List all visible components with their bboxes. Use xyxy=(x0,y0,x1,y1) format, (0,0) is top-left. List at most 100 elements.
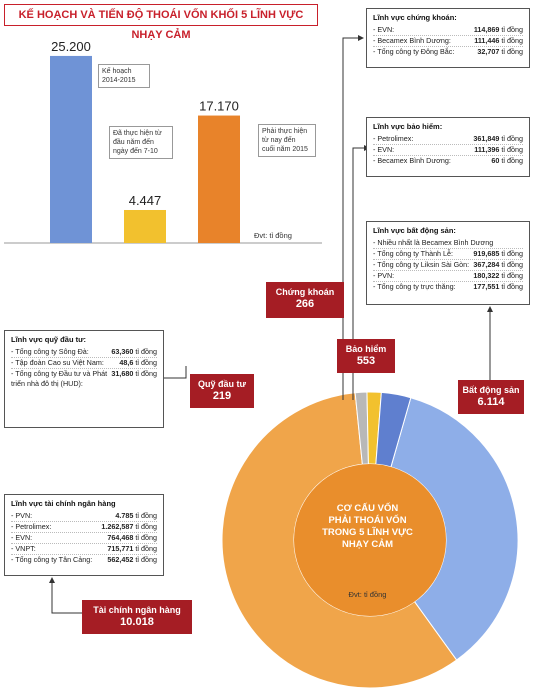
detail-row-name: - EVN: xyxy=(373,25,395,34)
box-bat-dong-san-title: Lĩnh vực bất động sản: xyxy=(373,226,456,235)
detail-row-unit: tỉ đồng xyxy=(501,47,523,56)
center-line-1: CƠ CẤU VỐN xyxy=(336,503,399,514)
arrow-chung-khoan xyxy=(358,35,364,41)
connector-chung-khoan xyxy=(342,37,358,400)
detail-row-unit: tỉ đồng xyxy=(135,555,157,564)
detail-row-value: 361,849 tỉ đồng xyxy=(473,134,523,143)
label-bat-dong-san: Bất động sản 6.114 xyxy=(458,380,524,414)
box-chung-khoan-rows: - EVN: 114,869 tỉ đồng - Becamex Bình Dươn… xyxy=(373,25,523,57)
detail-row: - Tổng công ty Tân Cảng: 562,452 tỉ đồng xyxy=(11,555,157,565)
detail-row: - Tổng công ty Thành Lễ: 919,685 tỉ đồng xyxy=(373,249,523,260)
box-chung-khoan: Lĩnh vực chứng khoán: - EVN: 114,869 tỉ đ… xyxy=(366,8,530,68)
box-bao-hiem-rows: - Petrolimex: 361,849 tỉ đồng - EVN: 111,39… xyxy=(373,134,523,166)
detail-row-value: 715,771 tỉ đồng xyxy=(107,544,157,553)
detail-row: - Petrolimex: 361,849 tỉ đồng xyxy=(373,134,523,145)
bar-chart: 25.200 4.447 17.170 xyxy=(4,39,322,244)
detail-row: - Tổng công ty Liksin Sài Gòn: 367,284 tỉ… xyxy=(373,260,523,271)
detail-row-value: 764,468 tỉ đồng xyxy=(107,533,157,542)
detail-row-unit: tỉ đồng xyxy=(501,134,523,143)
detail-row: - Becamex Bình Dương: 111,446 tỉ đồng xyxy=(373,36,523,47)
detail-row-name: - Tổng công ty Đầu tư và Phát triển nhà … xyxy=(11,369,108,388)
detail-row-value: 32,707 tỉ đồng xyxy=(477,47,523,56)
detail-row-name: - Tổng công ty Đông Bắc: xyxy=(373,47,455,56)
box-quy-dau-tu-rows: - Tổng công ty Sông Đà: 63,360 tỉ đồng - T… xyxy=(11,347,157,389)
detail-row-value: 919,685 tỉ đồng xyxy=(473,249,523,258)
detail-row: - Petrolimex: 1.262,587 tỉ đồng xyxy=(11,522,157,533)
bar-note-done: Đã thực hiện từ đầu năm đến ngày đến 7-1… xyxy=(109,126,173,159)
connector-quy-dau-tu xyxy=(162,366,187,379)
detail-row: - Tổng công ty Đông Bắc: 32,707 tỉ đồng xyxy=(373,47,523,57)
detail-row-name: - PVN: xyxy=(373,271,395,280)
detail-row: - PVN: 4.785 tỉ đồng xyxy=(11,511,157,522)
detail-row: - Tổng công ty Đầu tư và Phát triển nhà … xyxy=(11,369,157,389)
connector-bao-hiem xyxy=(352,147,364,400)
detail-row-unit: tỉ đồng xyxy=(135,511,157,520)
detail-row-value: 111,396 tỉ đồng xyxy=(474,145,523,154)
center-line-4: NHẠY CẢM xyxy=(341,539,394,550)
box-bat-dong-san: Lĩnh vực bất động sản: - Nhiều nhất là B… xyxy=(366,221,530,305)
detail-row-name: - PVN: xyxy=(11,511,33,520)
bar-value-label-0: 25.200 xyxy=(51,39,91,54)
bar-value-label-2: 17.170 xyxy=(199,99,239,114)
bar-unit: Đvt: tỉ đồng xyxy=(254,231,292,240)
box-chung-khoan-title: Lĩnh vực chứng khoán: xyxy=(373,13,457,22)
detail-row-value: 48,6 tỉ đồng xyxy=(119,358,157,367)
detail-row-unit: tỉ đồng xyxy=(501,260,523,269)
detail-row: - Tập đoàn Cao su Việt Nam: 48,6 tỉ đồng xyxy=(11,358,157,369)
label-tai-chinh: Tài chính ngân hàng 10.018 xyxy=(82,600,192,634)
box-quy-dau-tu: Lĩnh vực quỹ đầu tư: - Tổng công ty Sông… xyxy=(4,330,164,428)
detail-row-unit: tỉ đồng xyxy=(501,145,523,154)
detail-row-unit: tỉ đồng xyxy=(501,271,523,280)
bar-2 xyxy=(198,115,240,243)
detail-row: - Tổng công ty Sông Đà: 63,360 tỉ đồng xyxy=(11,347,157,358)
detail-row-value: 1.262,587 tỉ đồng xyxy=(101,522,157,531)
donut-center-label: CƠ CẤU VỐN PHẢI THOÁI VỐN TRONG 5 LĨNH V… xyxy=(305,503,430,551)
detail-row-name: - Tổng công ty Tân Cảng: xyxy=(11,555,93,564)
detail-row-unit: tỉ đồng xyxy=(501,282,523,291)
label-chung-khoan-value: 266 xyxy=(295,298,315,310)
detail-row: - EVN: 114,869 tỉ đồng xyxy=(373,25,523,36)
detail-row-value: 4.785 tỉ đồng xyxy=(115,511,157,520)
detail-row-value: 111,446 tỉ đồng xyxy=(474,36,523,45)
detail-row-name: - Tập đoàn Cao su Việt Nam: xyxy=(11,358,104,367)
box-tai-chinh-title: Lĩnh vực tài chính ngân hàng xyxy=(11,499,116,508)
label-quy-dau-tu-name: Quỹ đầu tư xyxy=(197,379,247,389)
bar-note-remaining: Phải thực hiện từ nay đến cuối năm 2015 xyxy=(258,124,316,157)
box-bao-hiem-title: Lĩnh vực bảo hiểm: xyxy=(373,122,443,131)
detail-row-name: - VNPT: xyxy=(11,544,36,553)
box-bat-dong-san-rows: - Tổng công ty Thành Lễ: 919,685 tỉ đồng -… xyxy=(373,249,523,292)
detail-row-value: 60 tỉ đồng xyxy=(491,156,523,165)
detail-row-name: - EVN: xyxy=(373,145,395,154)
detail-row-value: 114,869 tỉ đồng xyxy=(473,25,523,34)
label-bat-dong-san-value: 6.114 xyxy=(477,396,505,408)
detail-row-value: 562,452 tỉ đồng xyxy=(107,555,157,564)
box-quy-dau-tu-title: Lĩnh vực quỹ đầu tư: xyxy=(11,335,87,344)
detail-row-value: 31,680 tỉ đồng xyxy=(111,369,157,378)
label-bao-hiem-value: 553 xyxy=(356,355,376,367)
detail-row: - Tổng công ty trực thăng: 177,551 tỉ đồn… xyxy=(373,282,523,292)
label-tai-chinh-name: Tài chính ngân hàng xyxy=(93,605,181,615)
detail-row-unit: tỉ đồng xyxy=(501,249,523,258)
center-line-2: PHẢI THOÁI VỐN xyxy=(328,515,407,526)
donut-unit: Đvt: tỉ đồng xyxy=(348,590,387,599)
detail-row: - Becamex Bình Dương: 60 tỉ đồng xyxy=(373,156,523,166)
detail-row-unit: tỉ đồng xyxy=(135,358,157,367)
bar-1 xyxy=(124,209,166,243)
detail-row-value: 63,360 tỉ đồng xyxy=(111,347,157,356)
label-bat-dong-san-name: Bất động sản xyxy=(462,385,520,395)
detail-row-value: 180,322 tỉ đồng xyxy=(473,271,523,280)
detail-row-name: - Tổng công ty trực thăng: xyxy=(373,282,456,291)
arrow-tai-chinh xyxy=(49,577,55,583)
box-bat-dong-san-note: - Nhiều nhất là Becamex Bình Dương xyxy=(373,238,523,249)
detail-row: - EVN: 111,396 tỉ đồng xyxy=(373,145,523,156)
label-quy-dau-tu: Quỹ đầu tư 219 xyxy=(190,374,254,408)
detail-row-name: - EVN: xyxy=(11,533,33,542)
box-tai-chinh: Lĩnh vực tài chính ngân hàng - PVN: 4.785… xyxy=(4,494,164,576)
label-chung-khoan-name: Chứng khoán xyxy=(275,287,335,297)
detail-row-name: - Tổng công ty Sông Đà: xyxy=(11,347,89,356)
detail-row-unit: tỉ đồng xyxy=(135,369,157,378)
label-tai-chinh-value: 10.018 xyxy=(120,616,154,628)
detail-row: - VNPT: 715,771 tỉ đồng xyxy=(11,544,157,555)
